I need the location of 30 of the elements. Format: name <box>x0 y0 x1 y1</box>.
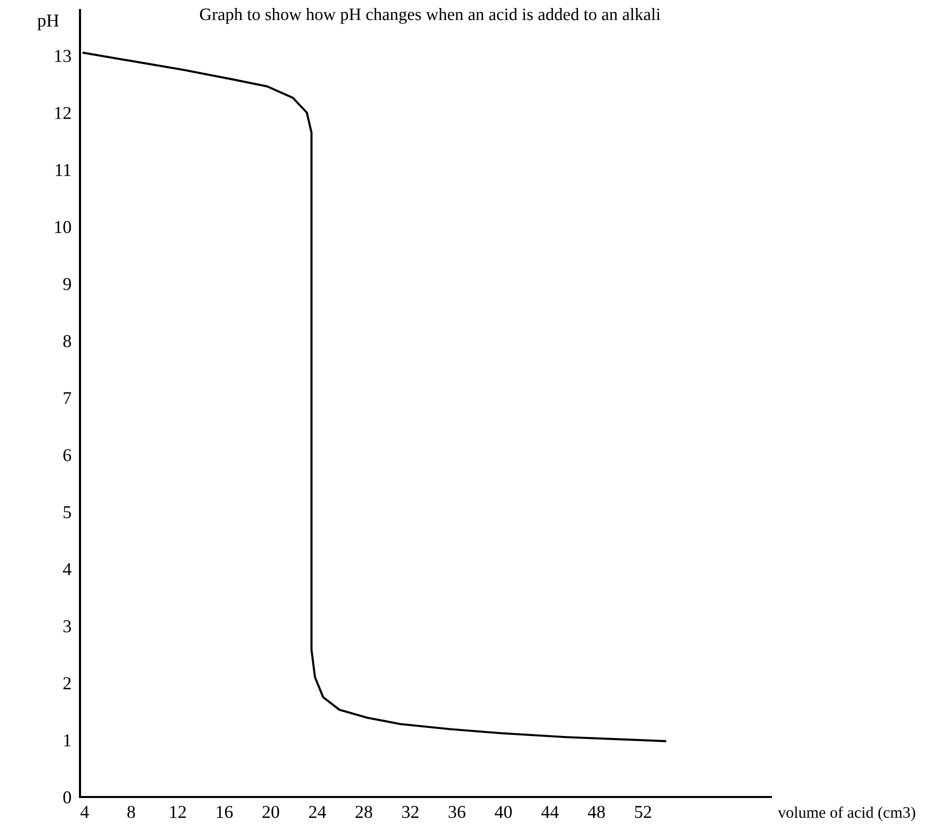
y-tick-label: 11 <box>56 164 71 176</box>
y-tick-label: 12 <box>55 106 71 119</box>
x-tick-label: 4 <box>80 806 89 818</box>
y-tick-label: 6 <box>63 449 72 462</box>
x-axis-title: volume of acid (cm3) <box>778 806 916 822</box>
chart-title: Graph to show how pH changes when an acid is added to an alkali <box>200 8 660 24</box>
y-tick-label: 10 <box>55 220 71 234</box>
x-tick-label: 24 <box>309 806 326 818</box>
x-tick-label: 12 <box>170 806 186 818</box>
y-tick-label: 3 <box>64 620 71 632</box>
x-tick-label: 32 <box>402 806 418 818</box>
x-tick-label: 20 <box>262 806 280 818</box>
x-tick-label: 48 <box>588 806 605 818</box>
x-tick-label: 40 <box>494 806 512 818</box>
y-tick-label: 13 <box>55 50 71 62</box>
y-tick-label: 1 <box>64 734 71 746</box>
y-axis-title: pH <box>37 14 59 30</box>
y-tick-label: 4 <box>62 563 72 576</box>
x-tick-label: 28 <box>356 806 372 818</box>
y-tick-label: 2 <box>63 677 71 690</box>
x-tick-label: 16 <box>216 806 233 818</box>
y-tick-label: 9 <box>63 278 71 290</box>
x-tick-label: 36 <box>448 806 466 818</box>
x-tick-label: 8 <box>127 806 136 818</box>
x-tick-label: 52 <box>635 806 652 818</box>
y-tick-label: 0 <box>63 791 71 804</box>
x-tick-label: 44 <box>541 806 559 818</box>
y-tick-label: 7 <box>64 392 72 404</box>
y-tick-label: 5 <box>64 506 71 518</box>
y-tick-label: 8 <box>63 335 71 348</box>
